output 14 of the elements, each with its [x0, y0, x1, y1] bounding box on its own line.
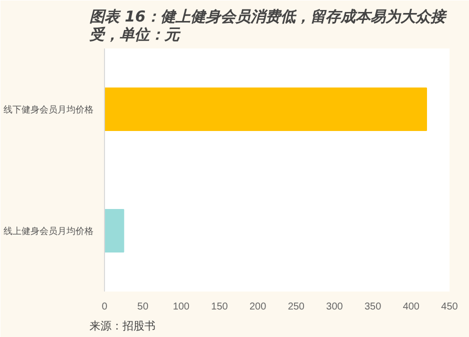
x-tick-label: 150 — [211, 302, 228, 312]
y-tick-label: 线上健身会员月均价格 — [4, 226, 94, 236]
x-tick-label: 50 — [137, 302, 149, 312]
x-tick-label: 250 — [288, 302, 305, 312]
x-tick-label: 0 — [102, 302, 108, 312]
x-tick-label: 100 — [172, 302, 190, 312]
chart-title: 图表 16：健上健身会员消费低，留存成本易为大众接受，单位：元 — [88, 8, 448, 44]
x-tick-label: 300 — [326, 302, 344, 312]
x-tick-label: 200 — [249, 302, 267, 312]
x-tick-label: 350 — [364, 302, 382, 312]
x-tick-label: 450 — [441, 302, 458, 312]
x-tick-label: 400 — [402, 302, 420, 312]
source-note: 来源：招股书 — [90, 320, 156, 332]
y-tick-label: 线下健身会员月均价格 — [4, 104, 94, 114]
